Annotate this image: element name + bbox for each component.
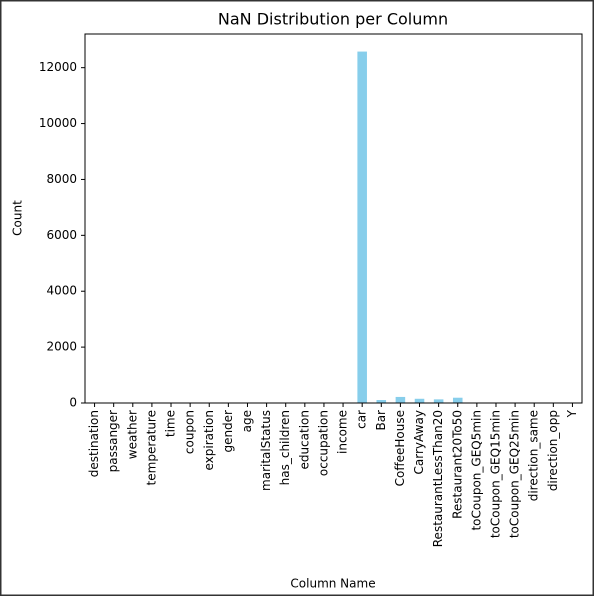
x-tick-label: Bar bbox=[374, 410, 388, 431]
x-tick-label: RestaurantLessThan20 bbox=[431, 410, 445, 547]
y-tick-label: 6000 bbox=[46, 228, 77, 242]
x-tick-label: coupon bbox=[183, 410, 197, 454]
x-tick-label: direction_opp bbox=[546, 410, 560, 491]
x-tick-label: Restaurant20To50 bbox=[450, 410, 464, 519]
x-tick-label: education bbox=[297, 410, 311, 470]
x-tick-label: passanger bbox=[106, 410, 120, 472]
x-tick-label: expiration bbox=[202, 410, 216, 471]
x-tick-label: age bbox=[240, 410, 254, 432]
x-tick-label: toCoupon_GEQ25min bbox=[508, 410, 522, 538]
x-tick-label: gender bbox=[221, 410, 235, 453]
y-tick-label: 4000 bbox=[46, 284, 77, 298]
y-axis-label: Count bbox=[11, 200, 25, 236]
x-tick-label: toCoupon_GEQ15min bbox=[488, 410, 502, 538]
x-tick-label: destination bbox=[87, 410, 101, 477]
x-tick-label: time bbox=[164, 410, 178, 437]
chart-title: NaN Distribution per Column bbox=[218, 10, 448, 29]
x-tick-label: occupation bbox=[316, 410, 330, 476]
x-tick-label: car bbox=[355, 410, 369, 429]
x-tick-label: toCoupon_GEQ5min bbox=[469, 410, 483, 531]
y-tick-label: 8000 bbox=[46, 172, 77, 186]
y-tick-label: 10000 bbox=[39, 116, 77, 130]
x-tick-label: Y bbox=[565, 409, 579, 418]
y-tick-label: 2000 bbox=[46, 340, 77, 354]
bar bbox=[433, 399, 444, 403]
x-tick-label: CarryAway bbox=[412, 410, 426, 474]
plot-frame bbox=[84, 33, 583, 404]
x-tick-label: temperature bbox=[144, 410, 158, 485]
x-axis-label: Column Name bbox=[290, 577, 375, 591]
bar bbox=[395, 396, 406, 403]
bar bbox=[414, 398, 425, 403]
x-tick-label: weather bbox=[125, 410, 139, 459]
x-tick-label: CoffeeHouse bbox=[393, 410, 407, 486]
x-tick-label: income bbox=[336, 410, 350, 454]
bar bbox=[376, 400, 387, 403]
y-tick-label: 0 bbox=[69, 396, 77, 410]
x-tick-label: direction_same bbox=[527, 410, 541, 501]
x-tick-label: has_children bbox=[278, 410, 292, 485]
y-tick-label: 12000 bbox=[39, 60, 77, 74]
bar bbox=[357, 51, 367, 403]
bar bbox=[452, 397, 463, 403]
x-tick-label: maritalStatus bbox=[259, 410, 273, 491]
